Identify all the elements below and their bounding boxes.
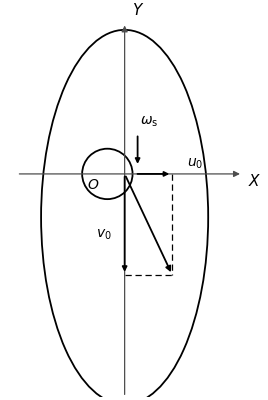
Text: $u_0$: $u_0$ bbox=[187, 157, 203, 171]
Text: $v_0$: $v_0$ bbox=[96, 227, 112, 242]
Text: O: O bbox=[88, 178, 98, 192]
Text: X: X bbox=[248, 174, 259, 189]
Text: $\omega_\mathsf{s}$: $\omega_\mathsf{s}$ bbox=[140, 115, 159, 129]
Text: Y: Y bbox=[132, 3, 141, 18]
